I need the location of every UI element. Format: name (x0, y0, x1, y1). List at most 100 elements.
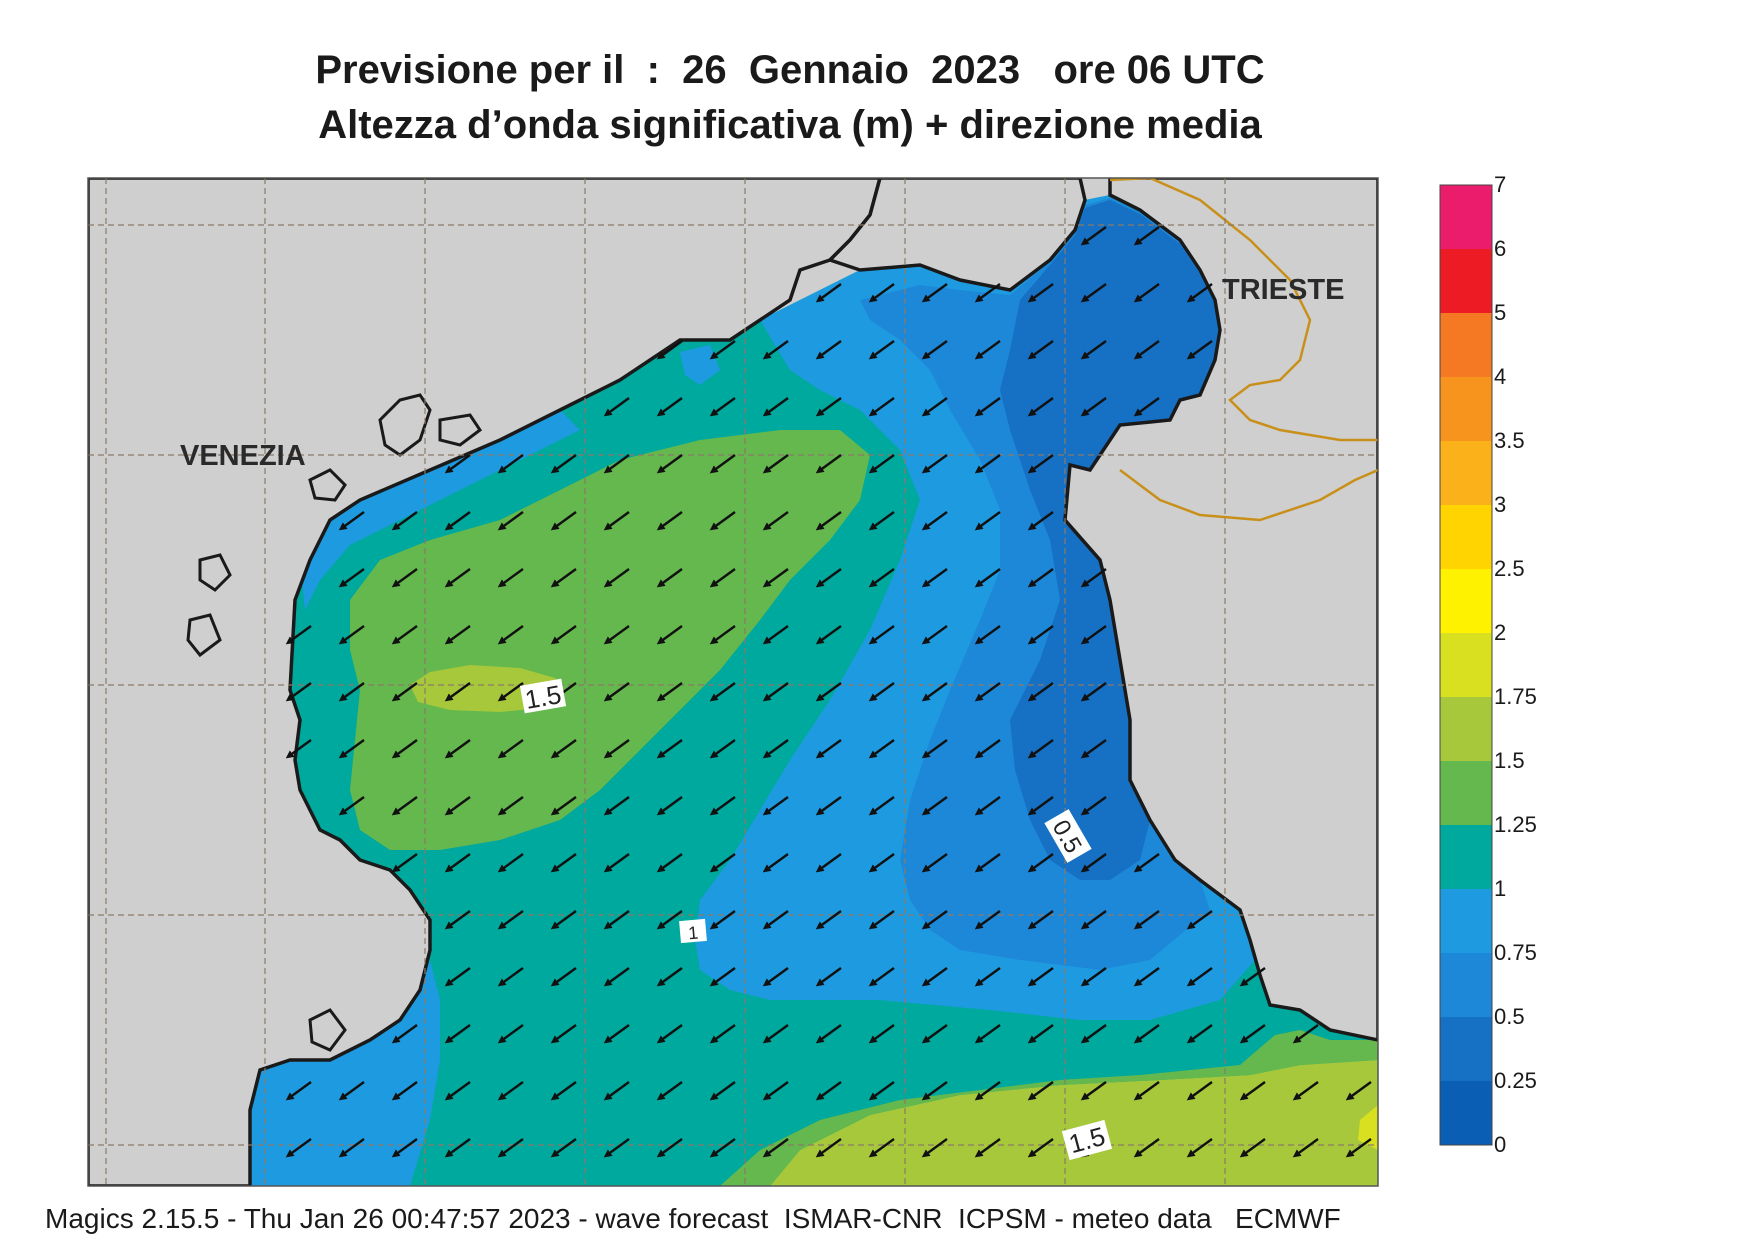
direction-arrow (338, 1138, 365, 1158)
direction-arrow (921, 682, 948, 702)
direction-arrow (921, 1024, 948, 1044)
direction-arrow (815, 739, 842, 759)
direction-arrow (974, 682, 1001, 702)
direction-arrow (709, 910, 736, 930)
legend-color-bar (1439, 184, 1493, 1146)
direction-arrow (550, 625, 577, 645)
direction-arrow (603, 568, 630, 588)
direction-arrow (444, 853, 471, 873)
direction-arrow (656, 625, 683, 645)
direction-arrow (1080, 397, 1107, 417)
direction-arrow (1239, 1024, 1266, 1044)
direction-arrow (1027, 454, 1054, 474)
direction-arrow (550, 511, 577, 531)
sea-zone-south-125 (720, 1030, 1378, 1186)
legend-tick-label: 1 (1494, 876, 1507, 901)
legend-swatch (1440, 441, 1492, 505)
direction-arrow (815, 1081, 842, 1101)
label-trieste: TRIESTE (1222, 274, 1345, 306)
direction-arrow (762, 511, 789, 531)
direction-arrow (815, 682, 842, 702)
direction-arrow (868, 511, 895, 531)
direction-arrow (762, 1081, 789, 1101)
direction-arrow (815, 568, 842, 588)
direction-arrow (444, 1138, 471, 1158)
direction-arrow (656, 853, 683, 873)
direction-arrow (391, 853, 418, 873)
direction-arrow (709, 796, 736, 816)
direction-arrow (444, 1081, 471, 1101)
direction-arrow (815, 1024, 842, 1044)
direction-arrow (921, 454, 948, 474)
direction-arrow (709, 967, 736, 987)
direction-arrow (709, 397, 736, 417)
direction-arrow (974, 454, 1001, 474)
direction-arrow (868, 1024, 895, 1044)
direction-arrow (391, 796, 418, 816)
legend-tick-label: 1.75 (1494, 684, 1537, 709)
direction-arrow (285, 625, 312, 645)
direction-arrow (974, 853, 1001, 873)
direction-arrow (550, 910, 577, 930)
direction-arrow (603, 739, 630, 759)
direction-arrow (868, 568, 895, 588)
direction-arrow (1080, 682, 1107, 702)
direction-arrow (815, 853, 842, 873)
direction-arrow (921, 340, 948, 360)
direction-arrow (338, 1081, 365, 1101)
direction-arrow (815, 967, 842, 987)
land-friuli (826, 178, 1087, 292)
state-border (1109, 178, 1378, 522)
direction-arrow (550, 568, 577, 588)
direction-arrow (1080, 967, 1107, 987)
direction-arrow (391, 1024, 418, 1044)
direction-arrow (391, 625, 418, 645)
direction-arrow (497, 625, 524, 645)
direction-arrow (1080, 625, 1107, 645)
direction-arrow (338, 568, 365, 588)
legend-swatch (1440, 505, 1492, 569)
direction-arrow (1239, 1138, 1266, 1158)
direction-arrow (444, 511, 471, 531)
direction-arrow (974, 340, 1001, 360)
direction-arrow (709, 340, 736, 360)
direction-arrow (709, 682, 736, 702)
direction-arrow (656, 454, 683, 474)
direction-arrow (762, 796, 789, 816)
direction-arrow (1186, 910, 1213, 930)
direction-arrow (1080, 910, 1107, 930)
direction-arrow (1345, 1081, 1372, 1101)
legend-tick-label: 2.5 (1494, 556, 1525, 581)
direction-arrow (1292, 1024, 1319, 1044)
direction-arrow (391, 511, 418, 531)
direction-arrow (497, 682, 524, 702)
direction-arrow (868, 283, 895, 303)
contour-label-left: 1.5 (519, 678, 567, 715)
direction-arrow (1133, 853, 1160, 873)
direction-arrow (974, 910, 1001, 930)
land-veneto (88, 178, 882, 1186)
legend-swatch (1440, 825, 1492, 889)
legend-tick-label: 7 (1494, 172, 1507, 197)
direction-arrow (391, 739, 418, 759)
direction-arrow (656, 682, 683, 702)
direction-arrow (1133, 283, 1160, 303)
direction-arrow (603, 796, 630, 816)
direction-arrow (1027, 1024, 1054, 1044)
direction-arrow (603, 397, 630, 417)
direction-arrow (1239, 1081, 1266, 1101)
direction-arrow (338, 739, 365, 759)
direction-arrow (1027, 739, 1054, 759)
direction-arrow (603, 454, 630, 474)
direction-arrow (709, 1024, 736, 1044)
direction-arrow (1027, 853, 1054, 873)
legend-tick-label: 6 (1494, 236, 1507, 261)
direction-arrow (1133, 967, 1160, 987)
direction-arrow (974, 796, 1001, 816)
legend-tick-label: 5 (1494, 300, 1507, 325)
direction-arrow (709, 511, 736, 531)
direction-arrow (391, 568, 418, 588)
direction-arrow (868, 1138, 895, 1158)
direction-arrow (868, 625, 895, 645)
direction-arrow (391, 1138, 418, 1158)
